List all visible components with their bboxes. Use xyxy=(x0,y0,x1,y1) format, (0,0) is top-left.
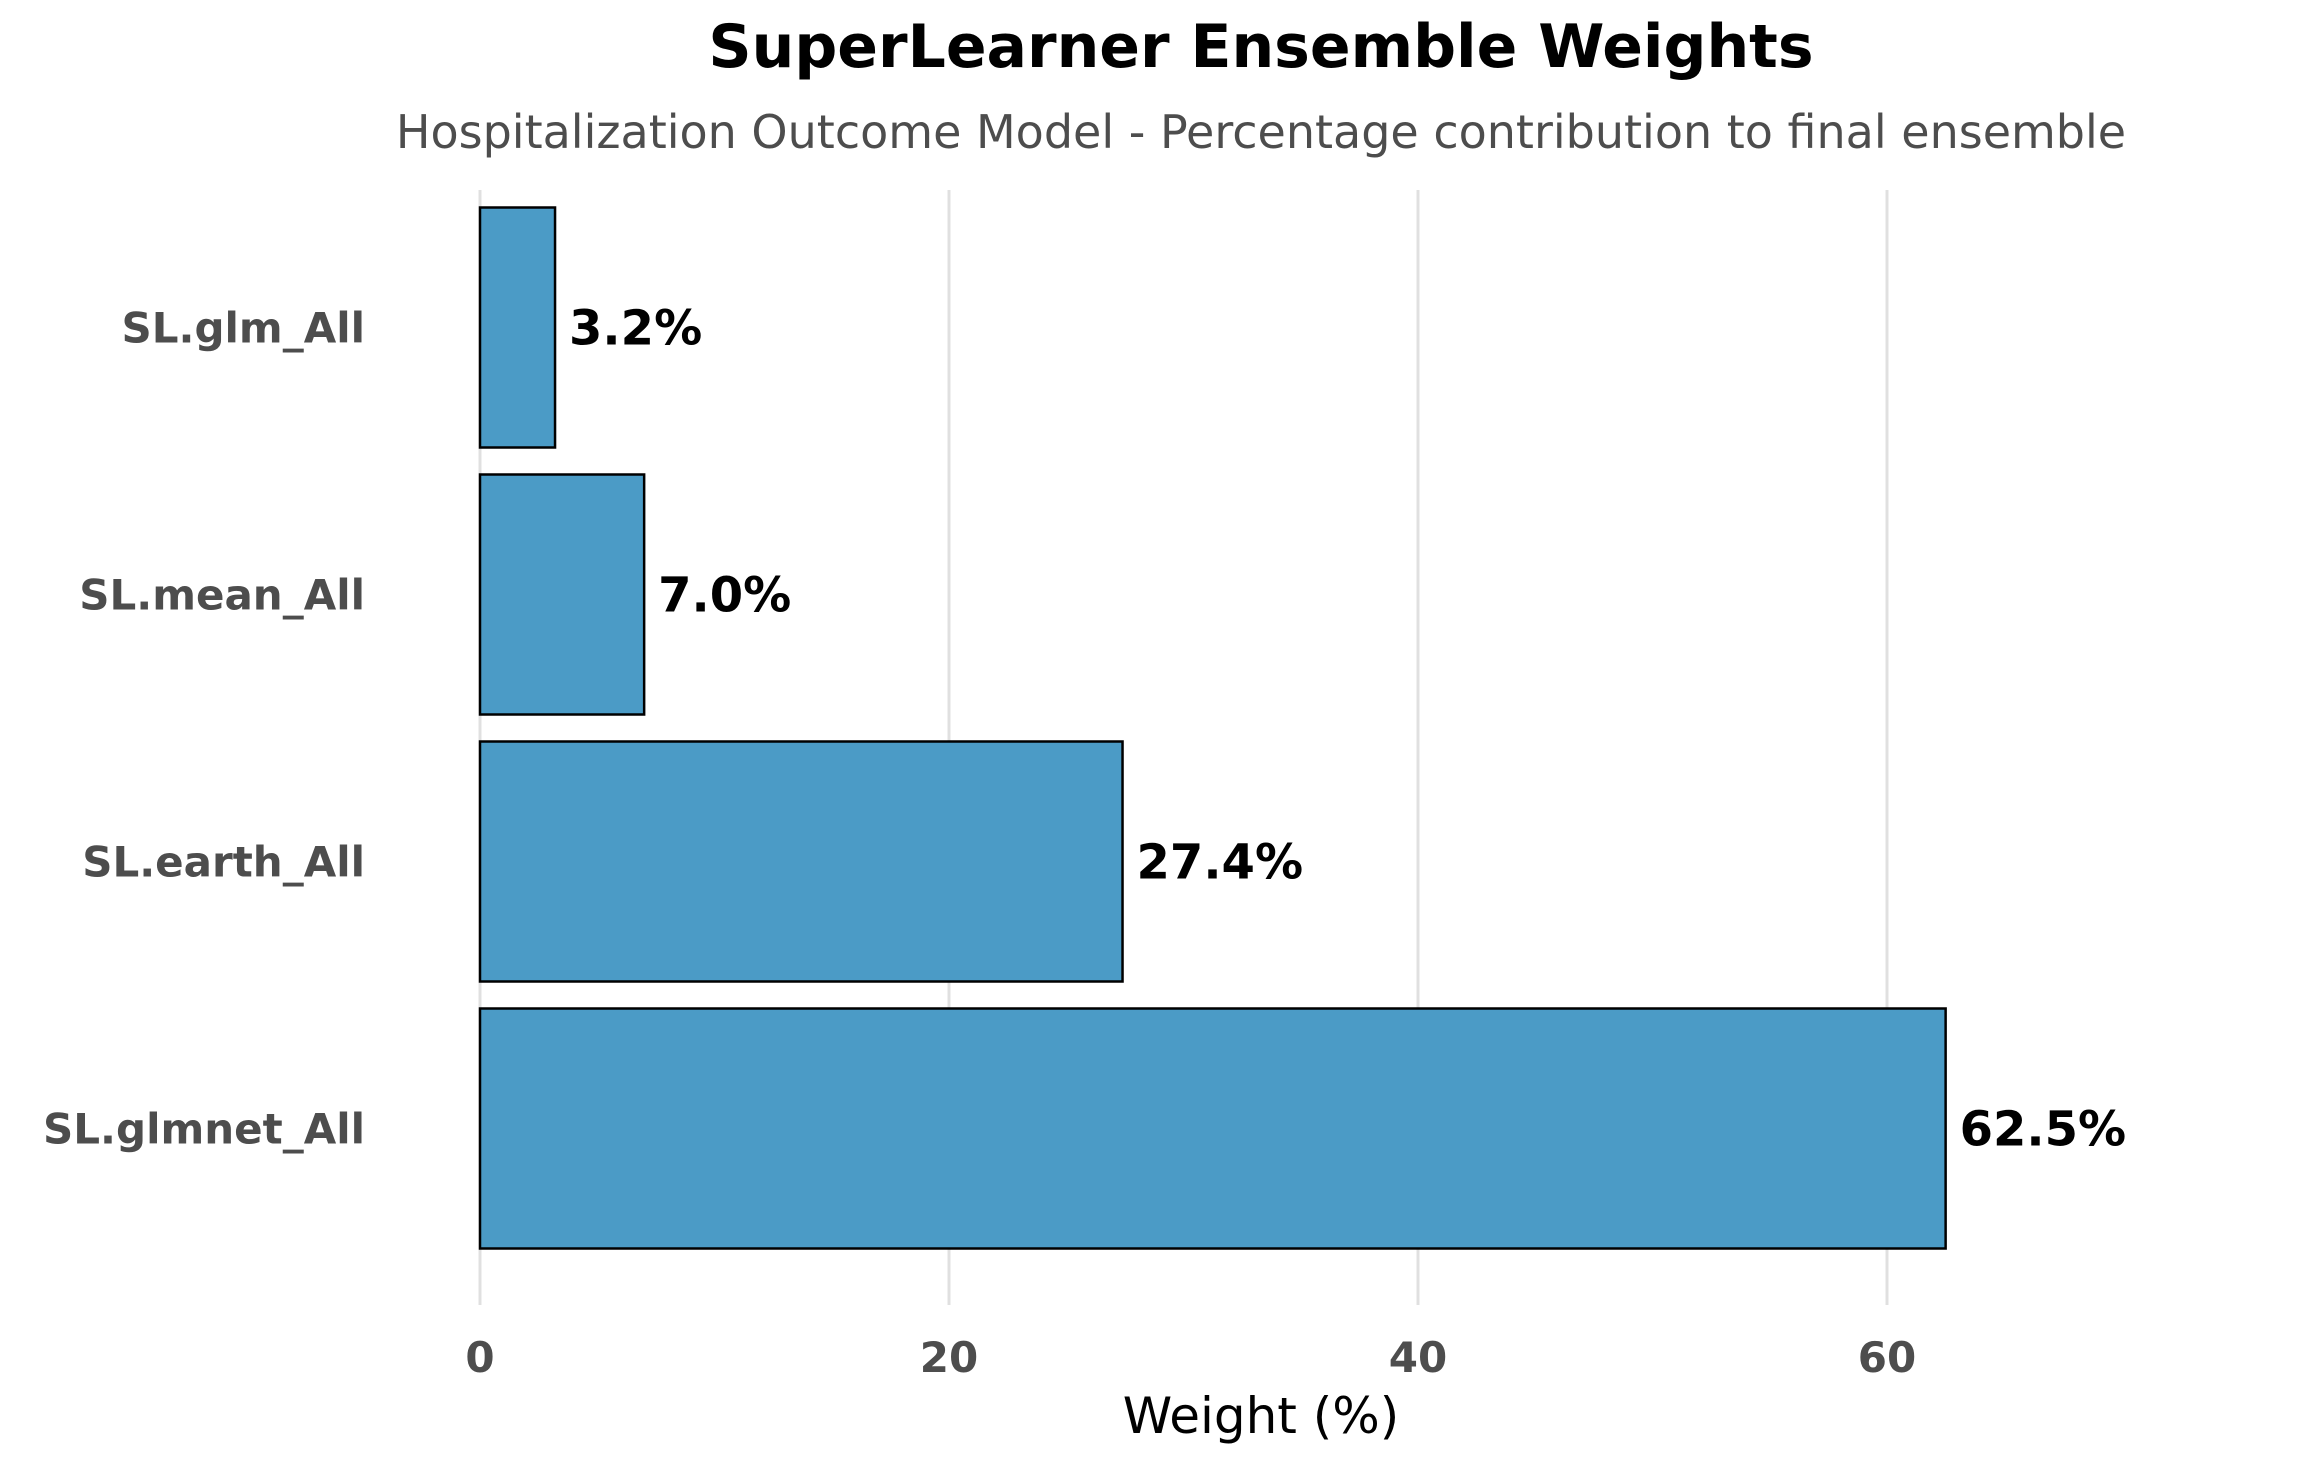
bar-SL.glm_All xyxy=(478,206,557,449)
x-tick-labels: 0 20 40 60 xyxy=(465,1333,1916,1382)
chart-title: SuperLearner Ensemble Weights xyxy=(708,12,1813,82)
x-tick-label-40: 40 xyxy=(1389,1333,1447,1382)
category-label-SL.glmnet_All: SL.glmnet_All xyxy=(43,1105,365,1154)
data-label-SL.mean_All: 7.0% xyxy=(658,568,791,624)
category-label-SL.earth_All: SL.earth_All xyxy=(82,838,365,887)
bar-SL.mean_All xyxy=(478,473,646,716)
data-label-SL.glm_All: 3.2% xyxy=(569,301,702,357)
bar-SL.glmnet_All xyxy=(478,1007,1947,1250)
x-axis-title: Weight (%) xyxy=(1123,1387,1400,1445)
bar-SL.earth_All xyxy=(478,740,1124,983)
x-tick-label-60: 60 xyxy=(1858,1333,1916,1382)
data-label-SL.glmnet_All: 62.5% xyxy=(1960,1102,2127,1158)
chart-subtitle: Hospitalization Outcome Model - Percenta… xyxy=(396,105,2126,159)
category-label-SL.mean_All: SL.mean_All xyxy=(79,571,365,620)
category-labels: SL.glm_All SL.mean_All SL.earth_All SL.glmn… xyxy=(43,304,365,1154)
bars: 3.2% 7.0% 27.4% 62.5% xyxy=(478,206,2127,1250)
category-label-SL.glm_All: SL.glm_All xyxy=(122,304,366,353)
data-label-SL.earth_All: 27.4% xyxy=(1137,835,1304,891)
x-tick-label-20: 20 xyxy=(920,1333,978,1382)
x-tick-label-0: 0 xyxy=(465,1333,494,1382)
